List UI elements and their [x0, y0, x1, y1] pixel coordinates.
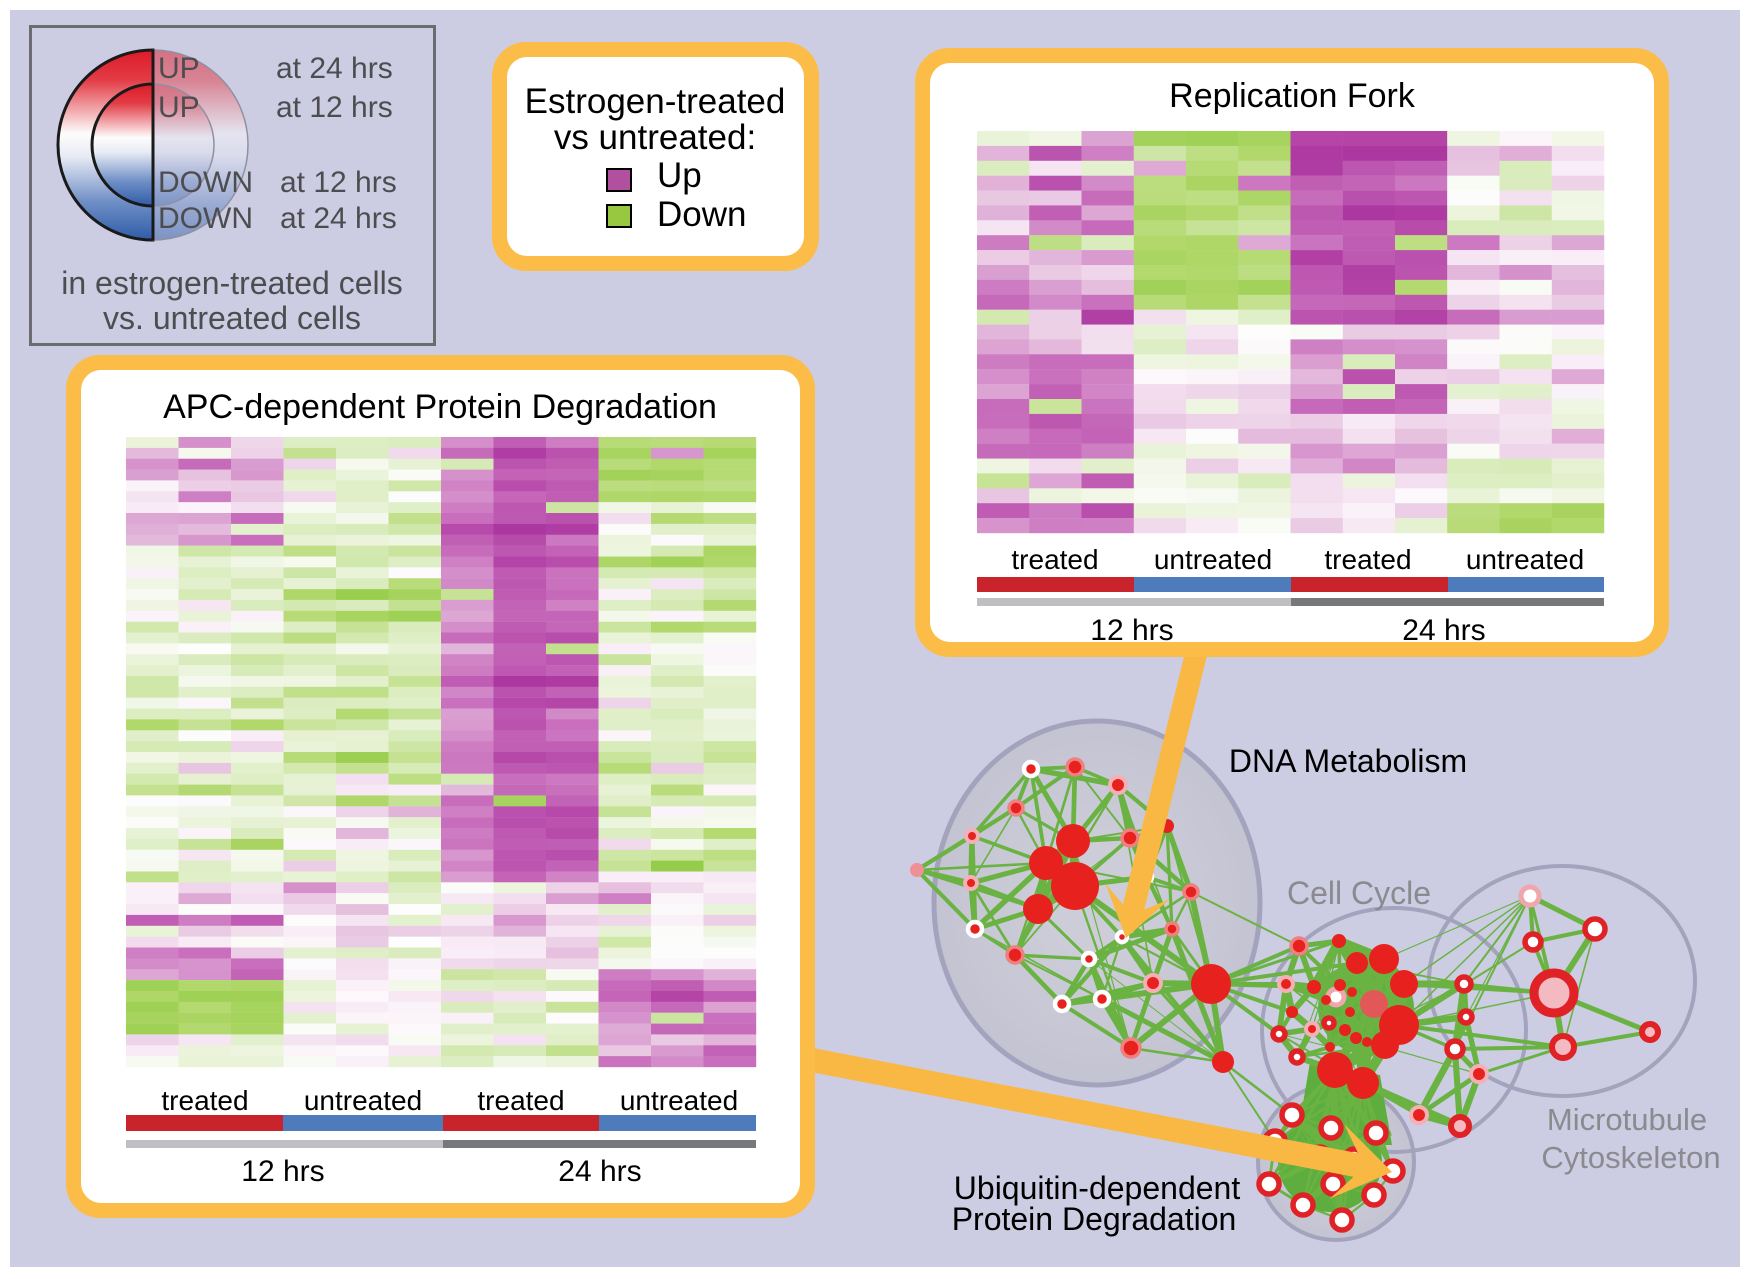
- svg-text:Cell Cycle: Cell Cycle: [1287, 875, 1431, 911]
- svg-text:vs. untreated cells: vs. untreated cells: [103, 300, 361, 336]
- svg-text:vs untreated:: vs untreated:: [554, 118, 756, 157]
- svg-text:APC-dependent Protein Degradat: APC-dependent Protein Degradation: [163, 388, 717, 426]
- svg-text:untreated: untreated: [1466, 544, 1584, 575]
- svg-text:at 24 hrs: at 24 hrs: [276, 52, 393, 85]
- svg-text:treated: treated: [1011, 544, 1098, 575]
- svg-text:Estrogen-treated: Estrogen-treated: [525, 82, 786, 121]
- svg-text:24 hrs: 24 hrs: [558, 1155, 641, 1188]
- svg-text:DOWN: DOWN: [158, 202, 253, 235]
- svg-text:Replication Fork: Replication Fork: [1169, 77, 1416, 115]
- svg-text:untreated: untreated: [1154, 544, 1272, 575]
- svg-text:UP: UP: [158, 52, 200, 85]
- svg-text:24 hrs: 24 hrs: [1402, 614, 1485, 647]
- svg-text:at 12 hrs: at 12 hrs: [280, 166, 397, 199]
- svg-text:UP: UP: [158, 91, 200, 124]
- svg-text:untreated: untreated: [620, 1085, 738, 1116]
- svg-text:untreated: untreated: [304, 1085, 422, 1116]
- svg-text:Cytoskeleton: Cytoskeleton: [1541, 1140, 1720, 1175]
- svg-text:Ubiquitin-dependent: Ubiquitin-dependent: [954, 1170, 1241, 1206]
- svg-text:at 12 hrs: at 12 hrs: [276, 91, 393, 124]
- svg-text:at 24 hrs: at 24 hrs: [280, 202, 397, 235]
- svg-text:12 hrs: 12 hrs: [1090, 614, 1173, 647]
- svg-text:12 hrs: 12 hrs: [241, 1155, 324, 1188]
- svg-text:Microtubule: Microtubule: [1547, 1102, 1707, 1137]
- svg-text:treated: treated: [477, 1085, 564, 1116]
- svg-text:DNA Metabolism: DNA Metabolism: [1229, 743, 1467, 779]
- svg-text:Up: Up: [657, 156, 702, 195]
- svg-text:treated: treated: [161, 1085, 248, 1116]
- svg-text:Protein Degradation: Protein Degradation: [952, 1201, 1237, 1237]
- svg-text:in estrogen-treated cells: in estrogen-treated cells: [61, 265, 403, 301]
- svg-text:DOWN: DOWN: [158, 166, 253, 199]
- svg-text:Down: Down: [657, 195, 746, 234]
- svg-text:treated: treated: [1324, 544, 1411, 575]
